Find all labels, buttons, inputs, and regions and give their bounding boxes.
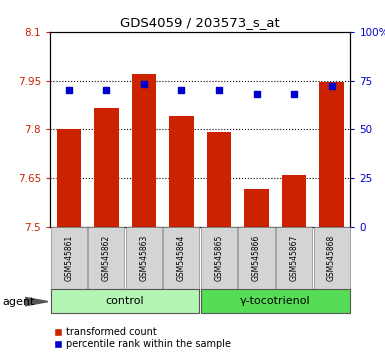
Bar: [88, 227, 124, 289]
Text: GSM545868: GSM545868: [327, 234, 336, 281]
Bar: [207, 132, 231, 227]
Point: [291, 91, 297, 97]
Bar: [94, 108, 119, 227]
Bar: [282, 175, 306, 227]
Text: γ-tocotrienol: γ-tocotrienol: [240, 296, 311, 306]
Point: [178, 87, 184, 93]
Text: GSM545862: GSM545862: [102, 234, 111, 281]
Text: GSM545867: GSM545867: [290, 234, 298, 281]
Bar: [320, 82, 344, 227]
Text: GSM545864: GSM545864: [177, 234, 186, 281]
Title: GDS4059 / 203573_s_at: GDS4059 / 203573_s_at: [121, 16, 280, 29]
Text: GSM545865: GSM545865: [214, 234, 223, 281]
Text: GSM545861: GSM545861: [64, 234, 73, 281]
Point: [253, 91, 259, 97]
Bar: [169, 116, 194, 227]
Bar: [238, 227, 275, 289]
Text: agent: agent: [2, 297, 34, 307]
Point: [103, 87, 109, 93]
Bar: [126, 227, 162, 289]
Bar: [313, 227, 350, 289]
Bar: [163, 227, 199, 289]
Bar: [51, 227, 87, 289]
Point: [216, 87, 222, 93]
Bar: [51, 289, 199, 313]
Text: GSM545866: GSM545866: [252, 234, 261, 281]
Bar: [57, 129, 81, 227]
Bar: [276, 227, 312, 289]
Point: [66, 87, 72, 93]
Polygon shape: [25, 297, 48, 306]
Bar: [244, 189, 269, 227]
Bar: [201, 289, 350, 313]
Bar: [132, 74, 156, 227]
Legend: transformed count, percentile rank within the sample: transformed count, percentile rank withi…: [55, 327, 231, 349]
Text: GSM545863: GSM545863: [139, 234, 148, 281]
Point: [141, 82, 147, 87]
Bar: [201, 227, 237, 289]
Text: control: control: [106, 296, 144, 306]
Point: [328, 84, 335, 89]
